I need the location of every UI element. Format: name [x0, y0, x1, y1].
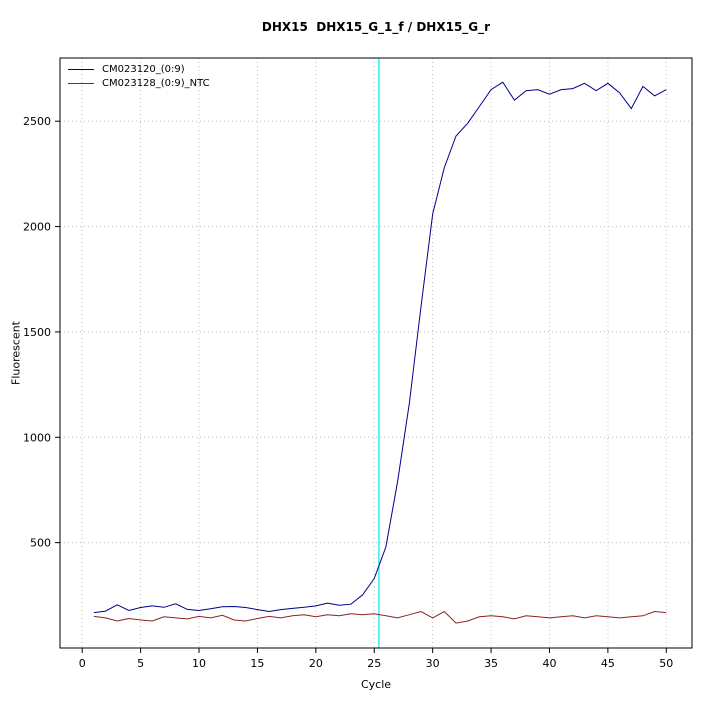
y-tick-label: 1500: [23, 326, 51, 339]
y-tick-label: 500: [30, 537, 51, 550]
x-tick-label: 0: [79, 657, 86, 670]
x-tick-label: 45: [601, 657, 615, 670]
x-tick-label: 15: [250, 657, 264, 670]
chart-title: DHX15 DHX15_G_1_f / DHX15_G_r: [261, 20, 491, 34]
x-axis-label: Cycle: [360, 678, 392, 691]
y-tick-label: 2500: [23, 115, 51, 128]
x-tick-label: 5: [137, 657, 144, 670]
x-tick-label: 25: [367, 657, 381, 670]
x-tick-label: 30: [426, 657, 440, 670]
x-tick-label: 50: [659, 657, 673, 670]
legend-label-sample: CM023120_(0:9): [102, 63, 185, 75]
y-tick-label: 2000: [23, 221, 51, 234]
plot-border: [59, 57, 693, 649]
x-tick-label: 10: [192, 657, 206, 670]
series-line-1: [93, 610, 667, 624]
x-tick-label: 40: [542, 657, 556, 670]
y-tick-label: 1000: [23, 431, 51, 444]
legend-label-ntc: CM023128_(0:9)_NTC: [102, 77, 210, 89]
series-line-0: [93, 81, 667, 614]
legend-line-swatch-ntc: [68, 82, 94, 84]
legend-item-ntc: CM023128_(0:9)_NTC: [68, 76, 210, 90]
legend-line-swatch-sample: [68, 68, 94, 70]
x-tick-label: 20: [309, 657, 323, 670]
x-tick-label: 35: [484, 657, 498, 670]
legend-item-sample: CM023120_(0:9): [68, 62, 210, 76]
legend: CM023120_(0:9) CM023128_(0:9)_NTC: [68, 62, 210, 90]
